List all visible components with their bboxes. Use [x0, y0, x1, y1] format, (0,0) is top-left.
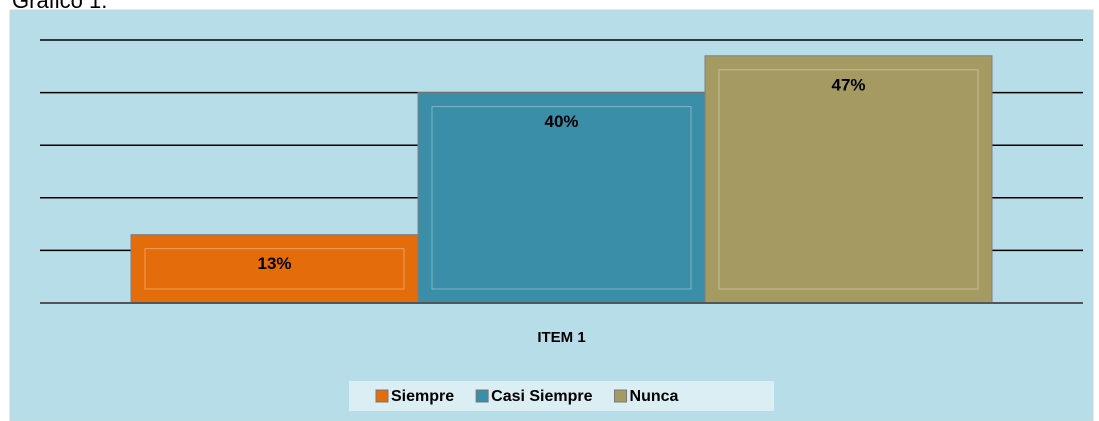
legend — [349, 381, 774, 411]
chart-title: Gráfico 1. — [12, 0, 107, 13]
legend-swatch — [614, 389, 628, 403]
data-label: 47% — [831, 75, 865, 94]
legend-label: Nunca — [630, 388, 679, 405]
bar-bevel — [431, 106, 692, 290]
legend-swatch — [475, 389, 489, 403]
x-tick-label: ITEM 1 — [537, 329, 585, 346]
bar-bevel — [144, 248, 405, 290]
data-label: 13% — [257, 254, 291, 273]
legend-swatch — [375, 389, 389, 403]
data-label: 40% — [544, 112, 578, 131]
legend-label: Casi Siempre — [491, 388, 592, 405]
bar-bevel — [718, 69, 979, 290]
legend-label: Siempre — [391, 388, 454, 405]
